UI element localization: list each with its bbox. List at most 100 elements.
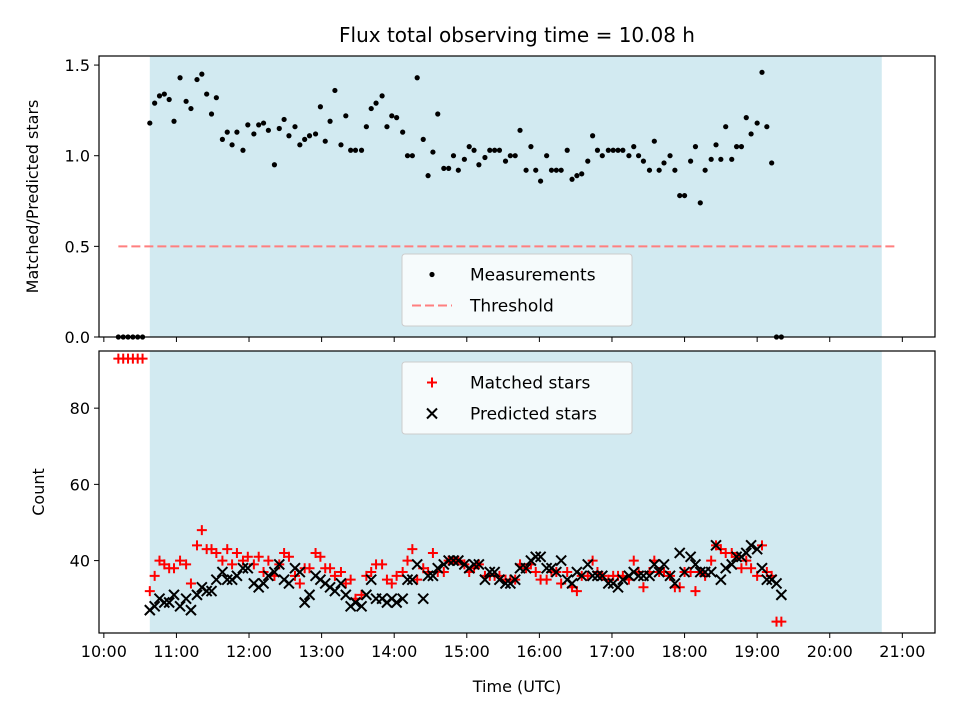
measurement-point <box>537 178 544 184</box>
matched-star-point <box>377 559 388 570</box>
measurement-point <box>229 142 235 148</box>
predicted-star-point <box>349 596 362 609</box>
measurement-point <box>635 153 642 159</box>
measurement-point <box>476 162 482 168</box>
measurement-point <box>733 144 740 150</box>
series-predicted-stars <box>144 539 788 616</box>
measurement-point <box>297 142 303 148</box>
predicted-star-point <box>684 551 697 563</box>
predicted-star-point <box>596 570 609 582</box>
measurement-point <box>769 160 775 166</box>
x-axis-label: Time (UTC) <box>472 677 561 696</box>
measurement-point <box>667 153 673 159</box>
predicted-star-point <box>694 566 706 578</box>
predicted-star-point <box>612 581 624 593</box>
matched-star-point <box>530 567 541 578</box>
predicted-star-point <box>775 589 788 601</box>
measurement-point <box>373 100 379 106</box>
matched-star-point <box>325 563 336 574</box>
x-tick-label: 18:00 <box>662 642 708 661</box>
predicted-star-point <box>770 577 783 590</box>
predicted-star-point <box>401 573 414 586</box>
y-tick-label: 1.5 <box>65 56 90 75</box>
predicted-star-point <box>658 558 670 571</box>
top-panel: 0.0 0.5 1.0 1.5 Matched/Predicted stars Measu… <box>23 55 936 347</box>
predicted-star-point <box>360 589 373 601</box>
measurement-point <box>446 165 452 171</box>
measurement-point <box>317 104 324 110</box>
predicted-star-point <box>617 573 629 586</box>
measurement-point <box>430 149 436 155</box>
x-tick-label: 20:00 <box>807 642 853 661</box>
predicted-star-point <box>534 551 547 563</box>
measurement-point <box>759 69 765 75</box>
measurement-point <box>590 133 596 139</box>
measurement-point <box>208 111 215 117</box>
predicted-star-point <box>591 570 604 582</box>
predicted-star-point <box>237 562 249 574</box>
measurement-point <box>564 147 570 153</box>
measurement-point <box>631 144 637 150</box>
x-tick-label: 14:00 <box>371 642 417 661</box>
measurement-point <box>251 131 257 137</box>
matched-star-point <box>402 555 413 566</box>
measurement-point <box>332 87 338 94</box>
legend: Measurements Threshold <box>401 253 633 327</box>
matched-star-point <box>391 570 402 581</box>
measurement-point <box>594 147 601 153</box>
predicted-star-point <box>740 547 752 559</box>
predicted-star-point <box>273 558 285 571</box>
predicted-star-point <box>745 539 757 552</box>
measurement-point <box>461 156 467 162</box>
predicted-star-point <box>216 566 229 578</box>
plot-frame <box>98 55 936 338</box>
predicted-star-point <box>669 577 681 590</box>
measurement-point <box>677 192 683 199</box>
y-tick-label: 1.0 <box>65 147 90 166</box>
measurement-point <box>466 144 472 150</box>
legend-marker-plus <box>427 377 437 388</box>
matched-star-point <box>628 555 639 566</box>
predicted-star-point <box>493 573 506 586</box>
measurement-point <box>455 167 461 173</box>
predicted-star-point <box>365 573 377 586</box>
measurement-point <box>409 153 415 159</box>
measurement-point <box>688 158 694 164</box>
predicted-star-point <box>257 577 270 590</box>
measurement-point <box>441 165 447 171</box>
measurement-point <box>363 124 369 130</box>
matched-star-point <box>211 547 222 558</box>
measurement-point <box>697 200 703 206</box>
predicted-star-point <box>689 558 702 571</box>
predicted-star-point <box>643 570 656 582</box>
predicted-star-point <box>298 596 311 609</box>
predicted-star-point <box>576 570 588 582</box>
measurement-point <box>748 131 754 137</box>
matched-star-point <box>366 567 377 578</box>
x-tick-label: 12:00 <box>226 642 272 661</box>
measurement-point <box>681 192 688 199</box>
predicted-star-point <box>582 558 594 571</box>
measurement-point <box>256 122 262 128</box>
predicted-star-point <box>520 562 532 574</box>
measurement-point <box>322 138 328 144</box>
predicted-star-point <box>530 551 542 563</box>
predicted-star-point <box>168 589 180 601</box>
measurement-point <box>450 153 457 159</box>
matched-star-point <box>227 559 238 570</box>
measurement-point <box>558 167 564 173</box>
predicted-star-point <box>719 562 732 574</box>
x-tick-label: 15:00 <box>444 642 490 661</box>
predicted-star-point <box>148 600 161 613</box>
x-tick-label: 21:00 <box>879 642 925 661</box>
measurement-point <box>692 144 699 150</box>
y-axis-label: Count <box>29 468 48 516</box>
measurement-point <box>161 91 167 97</box>
measurement-point <box>528 144 534 150</box>
predicted-star-point <box>674 547 686 559</box>
matched-star-point <box>690 586 701 597</box>
matched-star-point <box>242 551 253 562</box>
measurement-point <box>183 98 189 104</box>
measurement-point <box>312 131 319 137</box>
matched-star-point <box>345 574 356 585</box>
